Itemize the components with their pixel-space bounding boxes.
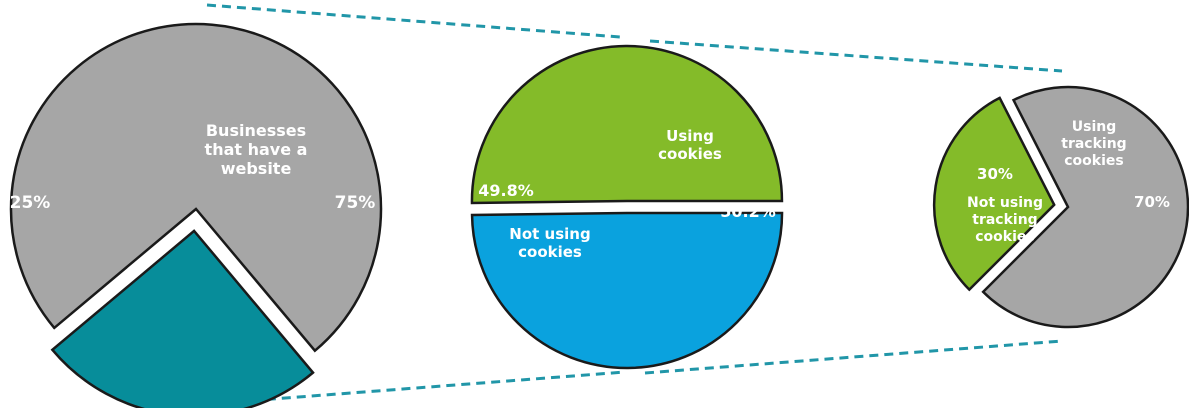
slice-name-label: Using cookies [658, 127, 722, 163]
connector-dashed-line [206, 370, 626, 406]
slice-value-label: 49.8% [478, 181, 534, 200]
slice-name-label: Businesses that have a website [205, 121, 308, 178]
slice-name-label: Not using tracking cookies [967, 195, 1043, 245]
pie-slice [932, 96, 1056, 292]
pie-slice [470, 211, 784, 370]
connector-dashed-line [644, 339, 1063, 375]
connector-dashed-line [649, 39, 1063, 73]
pie-tracking-cookies: 30% Not using tracking cookies 70% Using track… [932, 85, 1189, 329]
pie-slice [470, 44, 784, 205]
pie-using-cookies: 49.8% Not using cookies 50.2% Using cookies [470, 44, 784, 370]
pie-businesses-website: 25% 75% Businesses that have a website [9, 22, 383, 408]
slice-value-label: 50.2% [720, 202, 776, 221]
slice-value-label: 30% [977, 165, 1013, 183]
connector-lines [206, 3, 1063, 406]
slice-value-label: 70% [1134, 193, 1170, 211]
pie-slice [981, 85, 1189, 329]
slice-name-label: Not using cookies [509, 225, 590, 261]
pie-slice [9, 22, 383, 353]
slice-name-label: Using tracking cookies [1061, 119, 1126, 169]
connector-dashed-line [206, 3, 621, 39]
slice-value-label: 75% [335, 193, 376, 213]
pie-slice [50, 229, 315, 408]
slice-value-label: 25% [10, 193, 51, 213]
